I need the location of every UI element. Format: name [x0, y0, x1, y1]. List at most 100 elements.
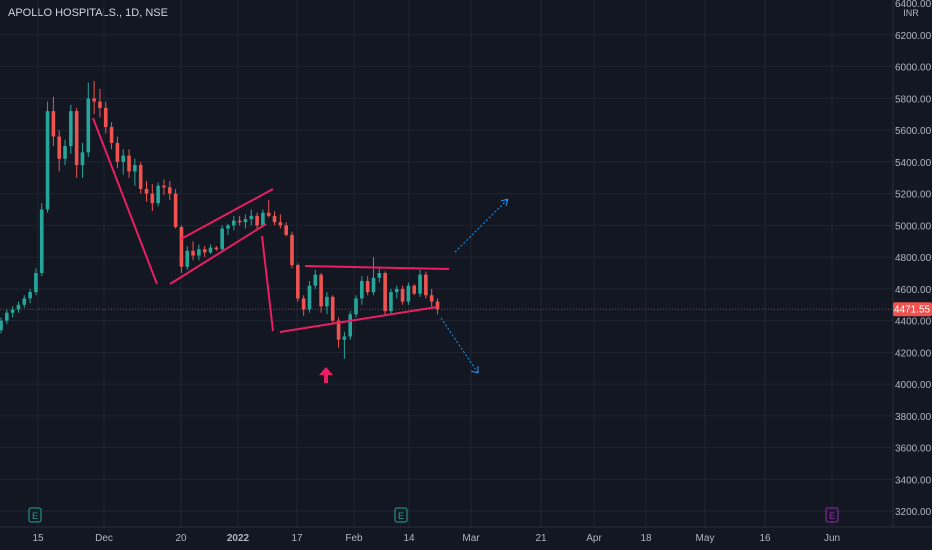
candle-body[interactable] — [173, 193, 178, 227]
candle-body[interactable] — [371, 277, 376, 293]
candle-body[interactable] — [377, 273, 382, 278]
candle-body[interactable] — [138, 165, 143, 189]
candle-body[interactable] — [179, 226, 184, 267]
candle-body[interactable] — [220, 228, 224, 250]
candle-body[interactable] — [86, 98, 91, 153]
candle-body[interactable] — [150, 193, 155, 204]
candle-body[interactable] — [418, 274, 422, 294]
candle-body[interactable] — [208, 247, 213, 253]
projection-up-arrowhead — [500, 198, 509, 207]
candle-body[interactable] — [243, 219, 248, 223]
up-arrow-icon[interactable] — [319, 367, 333, 383]
candle-body[interactable] — [51, 111, 56, 137]
candle-series[interactable] — [0, 80, 440, 359]
candle-body[interactable] — [354, 298, 358, 315]
candle-body[interactable] — [16, 304, 21, 310]
candle-body[interactable] — [197, 249, 201, 256]
candle-body[interactable] — [412, 285, 417, 294]
candle-body[interactable] — [237, 220, 242, 223]
candle-body[interactable] — [185, 250, 190, 267]
candle-body[interactable] — [261, 212, 265, 226]
candle-body[interactable] — [45, 111, 50, 210]
candle-body[interactable] — [319, 274, 323, 307]
candle-body[interactable] — [325, 296, 329, 307]
candle-body[interactable] — [22, 298, 27, 305]
price-axis[interactable]: 6200.00 6000.00 5800.00 5600.00 5400.00 5200.… — [892, 0, 932, 527]
candle-body[interactable] — [144, 188, 149, 194]
candle-body[interactable] — [307, 285, 312, 310]
candle-body[interactable] — [202, 249, 207, 253]
candle-body[interactable] — [290, 234, 294, 266]
candle-body[interactable] — [57, 136, 61, 159]
candle-body[interactable] — [278, 222, 283, 226]
candle-body[interactable] — [226, 225, 230, 229]
candle-body[interactable] — [296, 265, 300, 299]
candle-body[interactable] — [28, 292, 32, 299]
candle-body[interactable] — [406, 285, 411, 302]
candle-body[interactable] — [80, 152, 85, 166]
candle-body[interactable] — [360, 280, 364, 299]
candle-body[interactable] — [98, 101, 102, 108]
candle-body[interactable] — [389, 292, 393, 312]
candle-body[interactable] — [34, 273, 38, 293]
candle-body[interactable] — [272, 215, 277, 223]
candle-body[interactable] — [63, 146, 67, 159]
candle-body[interactable] — [10, 309, 15, 313]
projection-up-line[interactable] — [454, 198, 509, 253]
candle-body[interactable] — [69, 111, 73, 147]
candle-body[interactable] — [336, 320, 341, 340]
candle-body[interactable] — [92, 98, 96, 102]
earnings-badge-3[interactable]: E — [825, 507, 839, 523]
candle-body[interactable] — [162, 185, 166, 188]
candle-body[interactable] — [103, 107, 108, 127]
event-badges[interactable]: E E E — [28, 507, 839, 523]
candle-body[interactable] — [266, 212, 271, 216]
pattern-trendline[interactable] — [279, 306, 438, 333]
candle-body[interactable] — [429, 295, 434, 302]
candle-body[interactable] — [435, 301, 440, 310]
candle-body[interactable] — [424, 274, 428, 296]
candle-body[interactable] — [39, 209, 44, 274]
candle-body[interactable] — [330, 296, 335, 321]
earnings-badge-3-label: E — [829, 511, 835, 521]
candle-body[interactable] — [232, 220, 236, 226]
pattern-trendline[interactable] — [92, 117, 158, 285]
time-axis[interactable]: 15 Dec 20 2022 17 Feb 14 Mar 21 Apr 18 May 16 Jun — [0, 526, 932, 544]
earnings-badge-1[interactable]: E — [28, 507, 42, 523]
candle-body[interactable] — [156, 185, 160, 204]
candle-body[interactable] — [249, 215, 254, 220]
candle-body[interactable] — [167, 187, 172, 194]
pattern-trendline[interactable] — [180, 188, 274, 240]
candle-body[interactable] — [284, 225, 288, 235]
candle-body[interactable] — [0, 320, 3, 331]
candle-body[interactable] — [121, 155, 126, 162]
candle-body[interactable] — [313, 274, 318, 286]
candle-body[interactable] — [348, 314, 352, 337]
candle-body[interactable] — [74, 111, 79, 166]
candle-body[interactable] — [5, 312, 9, 321]
candle-body[interactable] — [383, 273, 387, 312]
pattern-lines[interactable] — [92, 117, 450, 333]
earnings-badge-2[interactable]: E — [394, 507, 408, 523]
candle-body[interactable] — [133, 165, 137, 172]
pattern-trendline[interactable] — [261, 235, 274, 332]
candle-body[interactable] — [127, 155, 131, 172]
projection-lines[interactable] — [440, 198, 509, 374]
pattern-trendline[interactable] — [304, 265, 450, 270]
candle-body[interactable] — [109, 126, 114, 143]
candle-body[interactable] — [301, 298, 306, 310]
candle-body[interactable] — [365, 280, 370, 293]
candle-body[interactable] — [115, 142, 120, 162]
candle-body[interactable] — [255, 215, 259, 226]
candle-body[interactable] — [342, 336, 347, 340]
pattern-trendline[interactable] — [169, 223, 267, 285]
last-price-badge[interactable]: 4471.55 — [893, 302, 932, 317]
symbol-title[interactable]: APOLLO HOSPITALS., 1D, NSE — [8, 7, 168, 19]
candle-body[interactable] — [191, 250, 195, 256]
projection-down-line[interactable] — [440, 317, 479, 374]
currency-badge[interactable]: INR — [903, 8, 919, 18]
candle-body[interactable] — [214, 247, 219, 250]
candle-body[interactable] — [394, 288, 399, 293]
candle-body[interactable] — [400, 288, 405, 302]
